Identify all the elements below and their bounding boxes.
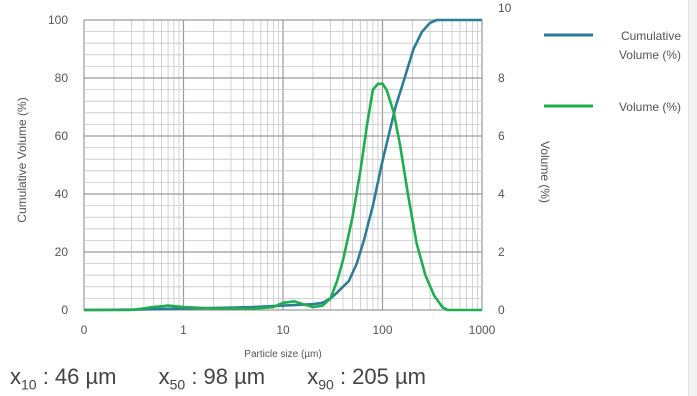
y-left-tick-label: 40	[55, 187, 69, 201]
stat-x50: x50 : 98 µm	[159, 364, 266, 392]
series	[83, 18, 482, 312]
stat-x90-sub: 90	[318, 376, 334, 393]
stat-x90-value: : 205 µm	[333, 364, 426, 389]
y-right-tick-label: 0	[498, 303, 505, 317]
y-right-tick-label: 6	[498, 129, 505, 143]
x-tick-label: 1000	[469, 323, 496, 337]
x-tick-label: 1	[180, 323, 187, 337]
y-left-tick-label: 80	[55, 71, 69, 85]
stat-x90-symbol: x	[307, 364, 319, 389]
legend-label-cumulative-line1: Cumulative	[621, 29, 681, 43]
stat-x50-symbol: x	[158, 364, 170, 389]
y-axis-right-title: Volume (%)	[538, 141, 552, 203]
stat-x10-symbol: x	[10, 364, 21, 389]
stat-x90: x90 : 205 µm	[307, 364, 426, 392]
y-left-tick-label: 60	[55, 129, 69, 143]
y-right-tick-label: 10	[498, 1, 512, 15]
stat-x10: x10 : 46 µm	[10, 364, 117, 392]
y-right-tick-label: 8	[498, 71, 505, 85]
stat-x50-sub: 50	[169, 376, 186, 393]
stat-x10-value: : 46 µm	[36, 364, 117, 389]
right-panel-edge	[688, 0, 697, 396]
legend: Cumulative Volume (%) Volume (%)	[544, 29, 681, 114]
x-tick-label: 100	[372, 323, 392, 337]
y-right-tick-label: 4	[498, 187, 505, 201]
x-axis-title: Particle size (µm)	[244, 349, 321, 360]
legend-label-volume: Volume (%)	[619, 100, 681, 114]
legend-label-cumulative-line2: Volume (%)	[619, 48, 681, 62]
y-left-tick-label: 100	[48, 13, 68, 27]
x-tick-label: 0	[81, 323, 88, 337]
stat-x50-value: : 98 µm	[185, 364, 266, 389]
statistics-row: x10 : 46 µm x50 : 98 µm x90 : 205 µm	[10, 364, 462, 392]
y-right-tick-label: 2	[498, 245, 505, 259]
y-left-tick-label: 0	[61, 303, 68, 317]
series-line-volume	[84, 82, 482, 312]
grid	[83, 19, 483, 311]
stat-x10-sub: 10	[21, 376, 37, 393]
y-left-tick-label: 20	[55, 245, 69, 259]
x-tick-label: 10	[276, 323, 290, 337]
y-axis-left-title: Cumulative Volume (%)	[15, 97, 29, 222]
